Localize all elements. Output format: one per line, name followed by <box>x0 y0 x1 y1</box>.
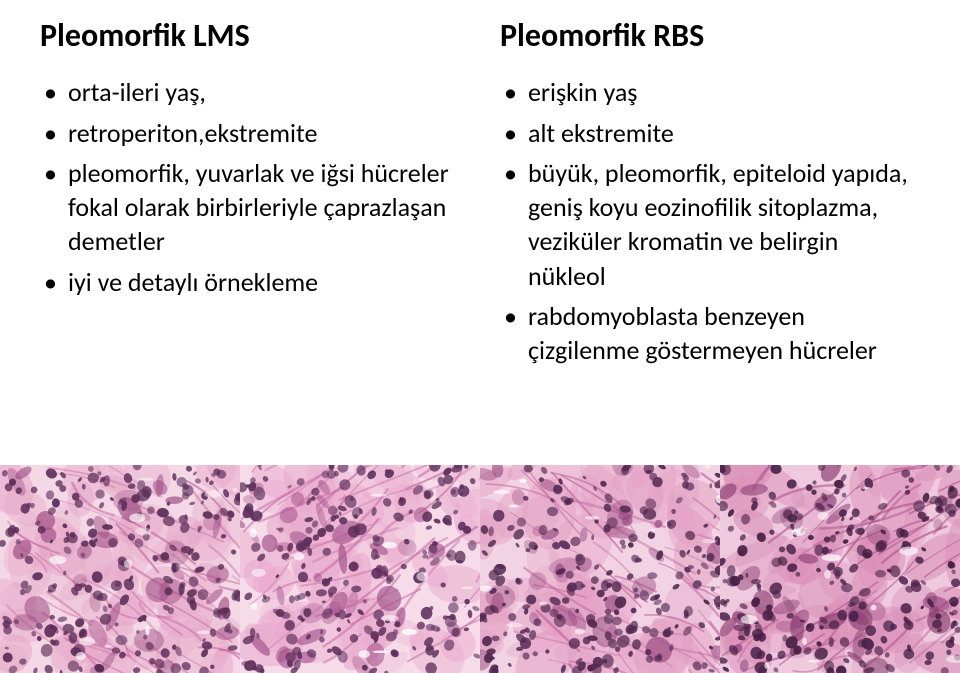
right-title: Pleomorfik RBS <box>500 18 920 53</box>
list-item: alt ekstremite <box>500 116 920 150</box>
right-column: Pleomorfik RBS erişkin yaş alt ekstremit… <box>500 18 920 374</box>
list-item: büyük, pleomorfik, epiteloid yapıda, gen… <box>500 156 920 293</box>
left-bullet-list: orta-ileri yaş, retroperiton,ekstremite … <box>40 75 460 299</box>
list-item: erişkin yaş <box>500 75 920 109</box>
histology-tile-4 <box>720 465 960 673</box>
list-item: pleomorfik, yuvarlak ve iğsi hücreler fo… <box>40 156 460 259</box>
list-item: retroperiton,ekstremite <box>40 116 460 150</box>
slide: Pleomorfik LMS orta-ileri yaş, retroperi… <box>0 0 960 673</box>
histology-tile-1 <box>0 465 240 673</box>
histology-image-row <box>0 465 960 673</box>
left-title: Pleomorfik LMS <box>40 18 460 53</box>
right-bullet-list: erişkin yaş alt ekstremite büyük, pleomo… <box>500 75 920 368</box>
two-column-layout: Pleomorfik LMS orta-ileri yaş, retroperi… <box>40 18 920 374</box>
histology-tile-3 <box>480 465 720 673</box>
histology-tile-2 <box>240 465 480 673</box>
list-item: orta-ileri yaş, <box>40 75 460 109</box>
list-item: rabdomyoblasta benzeyen çizgilenme göste… <box>500 299 920 368</box>
list-item: iyi ve detaylı örnekleme <box>40 265 460 299</box>
left-column: Pleomorfik LMS orta-ileri yaş, retroperi… <box>40 18 460 374</box>
